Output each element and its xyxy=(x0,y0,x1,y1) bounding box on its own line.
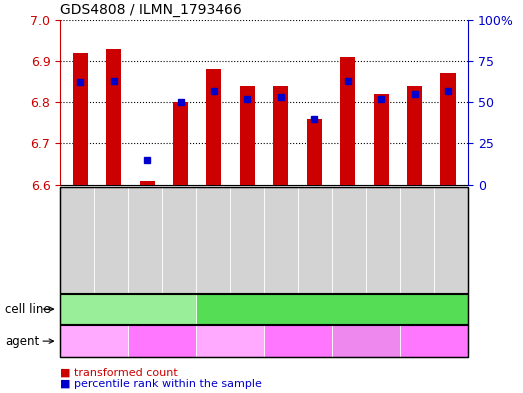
Text: GSM1062694: GSM1062694 xyxy=(277,209,286,270)
Text: GSM1062686: GSM1062686 xyxy=(73,209,82,270)
Text: GSM1062696: GSM1062696 xyxy=(413,209,422,270)
Bar xyxy=(106,49,121,185)
Bar xyxy=(307,119,322,185)
Text: Y15: Y15 xyxy=(153,336,171,346)
Bar xyxy=(373,94,389,185)
Text: none: none xyxy=(218,336,242,346)
Text: GSM1062689: GSM1062689 xyxy=(175,209,184,270)
Text: GSM1062687: GSM1062687 xyxy=(107,209,116,270)
Bar xyxy=(407,86,422,185)
Bar xyxy=(274,86,288,185)
Bar xyxy=(73,53,88,185)
Bar xyxy=(140,180,155,185)
Text: GSM1062691: GSM1062691 xyxy=(243,209,252,270)
Text: none: none xyxy=(82,336,106,346)
Text: GSM1062693: GSM1062693 xyxy=(379,209,388,270)
Text: Temozolomide: Temozolomide xyxy=(332,336,401,346)
Text: Y15: Y15 xyxy=(289,336,307,346)
Text: agent: agent xyxy=(5,334,39,348)
Text: Y15 and
Temozolomide: Y15 and Temozolomide xyxy=(400,331,469,352)
Text: GDS4808 / ILMN_1793466: GDS4808 / ILMN_1793466 xyxy=(60,3,242,17)
Text: GSM1062695: GSM1062695 xyxy=(311,209,320,270)
Bar xyxy=(207,69,221,185)
Bar xyxy=(173,102,188,185)
Text: ■ transformed count: ■ transformed count xyxy=(60,367,178,378)
Text: GSM1062690: GSM1062690 xyxy=(209,209,218,270)
Text: ■ percentile rank within the sample: ■ percentile rank within the sample xyxy=(60,379,262,389)
Text: DBTRG: DBTRG xyxy=(106,303,151,316)
Text: GSM1062692: GSM1062692 xyxy=(345,209,354,270)
Text: U87: U87 xyxy=(320,303,345,316)
Bar xyxy=(440,73,456,185)
Bar xyxy=(240,86,255,185)
Text: cell line: cell line xyxy=(5,303,51,316)
Text: GSM1062697: GSM1062697 xyxy=(447,209,456,270)
Bar xyxy=(340,57,355,185)
Text: GSM1062688: GSM1062688 xyxy=(141,209,150,270)
